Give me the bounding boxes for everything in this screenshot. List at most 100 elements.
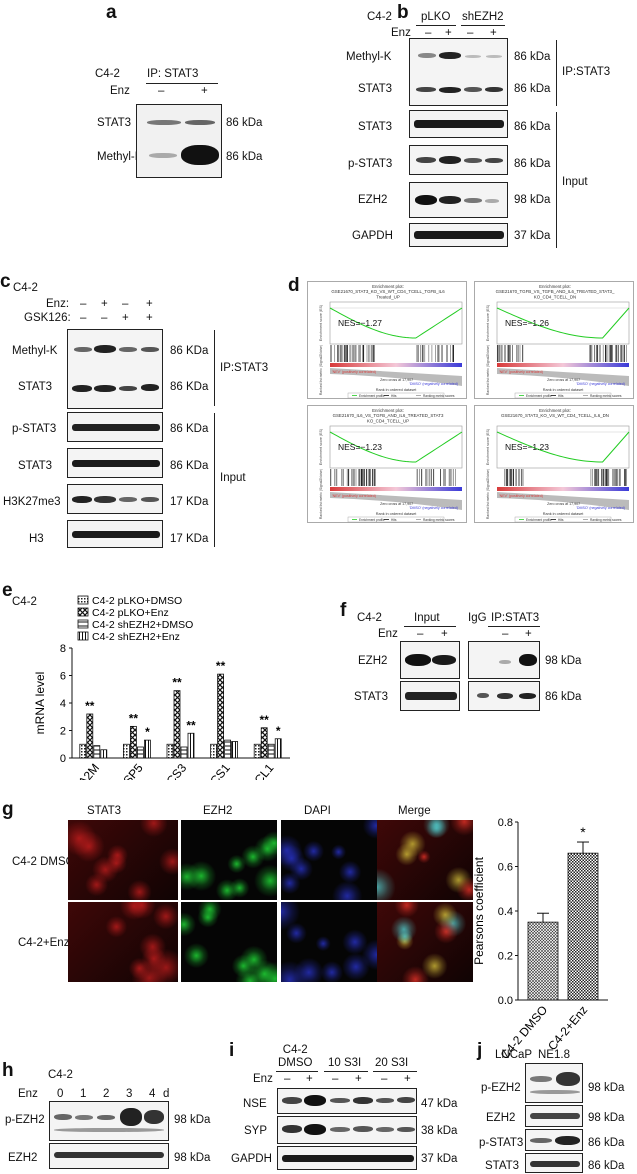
panel-f-ip-label: IP:STAT3 bbox=[491, 612, 540, 624]
gsea-plot: Enrichment plot: GSE21670_IL6_VS_TGFB_AND… bbox=[307, 405, 467, 523]
column-label: EZH2 bbox=[203, 805, 233, 817]
kda-label: 98 kDa bbox=[174, 1114, 211, 1126]
x-axis-label: Rank in ordered dataset bbox=[543, 512, 584, 516]
blot-label: p-STAT3 bbox=[348, 158, 393, 170]
kda-label: 17 KDa bbox=[170, 496, 209, 508]
x-axis-label: Rank in ordered dataset bbox=[376, 512, 417, 516]
panel-j-blot-row bbox=[525, 1129, 583, 1151]
panel-b-group: pLKO bbox=[421, 11, 451, 23]
es-axis-label: Enrichment score (ES) bbox=[319, 305, 323, 341]
gsea-plot: Enrichment plot: GSE21670_TGFB_VS_TGFB_AN… bbox=[474, 281, 634, 399]
sign: + bbox=[146, 312, 153, 324]
legend-box bbox=[514, 392, 612, 399]
day-label: 3 bbox=[126, 1088, 133, 1100]
panel-g-label: g bbox=[2, 799, 14, 820]
ip-label: IP:STAT3 bbox=[562, 66, 611, 78]
kda-label: 17 KDa bbox=[170, 533, 209, 545]
panel-i-label: i bbox=[229, 1040, 235, 1061]
neg-corr-label: 'DMSO' (negatively correlated) bbox=[409, 506, 458, 510]
panel-j-label: j bbox=[477, 1040, 483, 1061]
panel-b-enz-label: Enz bbox=[391, 27, 411, 39]
sign: + bbox=[445, 27, 452, 39]
panel-c-blot-row bbox=[67, 520, 163, 548]
legend-label: Ranking metric scores bbox=[423, 518, 455, 522]
blot-label: STAT3 bbox=[358, 83, 393, 95]
bar bbox=[86, 713, 94, 759]
metric-axis-label: Ranked list metric (Signal2Noise) bbox=[486, 345, 490, 395]
bar bbox=[267, 743, 275, 759]
significance-marker: ** bbox=[172, 676, 182, 690]
x-tick-label: SOCS3 bbox=[152, 761, 189, 780]
bar bbox=[274, 738, 282, 759]
gsea-title-line: Enrichment plot: bbox=[372, 284, 404, 289]
zero-cross-label: Zero cross at 17,907 bbox=[547, 502, 580, 506]
kda-label: 86 kDa bbox=[588, 1137, 625, 1149]
blot-label: p-STAT3 bbox=[479, 1137, 524, 1149]
panel-c-label: c bbox=[0, 271, 11, 292]
nes-label: NES=−1.27 bbox=[338, 318, 382, 328]
legend-box bbox=[347, 392, 445, 399]
legend-label: C4-2 shEZH2+DMSO bbox=[92, 619, 193, 631]
es-frame bbox=[329, 301, 463, 345]
y-tick-label: 8 bbox=[60, 643, 66, 655]
gsea-title-line: Enrichment plot: bbox=[539, 284, 571, 289]
bracket bbox=[556, 40, 557, 106]
panel-h-enz-label: Enz bbox=[18, 1088, 38, 1100]
bar bbox=[100, 749, 108, 759]
kda-label: 86 kDa bbox=[514, 121, 551, 133]
sign: + bbox=[355, 1073, 362, 1085]
group-label: 20 S3I bbox=[375, 1057, 409, 1069]
sign: + bbox=[404, 1073, 411, 1085]
kda-label: 86 kDa bbox=[514, 158, 551, 170]
day-label: 1 bbox=[80, 1088, 87, 1100]
panel-j-blot-row bbox=[525, 1063, 583, 1103]
panel-b-group: shEZH2 bbox=[462, 11, 504, 23]
sign: + bbox=[146, 298, 153, 310]
sign: + bbox=[525, 628, 532, 640]
group-underline bbox=[488, 626, 540, 627]
zero-cross-label: Zero cross at 17,907 bbox=[380, 502, 413, 506]
panel-h-cell-line: C4-2 bbox=[48, 1069, 73, 1081]
kda-label: 86 KDa bbox=[170, 460, 209, 472]
legend-label: Hits bbox=[391, 394, 397, 398]
bar bbox=[129, 725, 137, 759]
significance-marker: * bbox=[145, 725, 150, 739]
kda-label: 86 kDa bbox=[514, 51, 551, 63]
significance-marker: ** bbox=[186, 718, 196, 732]
panel-c-cell-line: C4-2 bbox=[13, 282, 38, 294]
panel-f-input-blot bbox=[400, 641, 460, 679]
blot-label: STAT3 bbox=[97, 117, 132, 129]
neg-corr-label: 'DMSO' (negatively correlated) bbox=[409, 382, 458, 386]
kda-label: 98 kDa bbox=[174, 1152, 211, 1164]
panel-i-blot-row bbox=[277, 1146, 417, 1170]
panel-h-blot-row bbox=[49, 1143, 169, 1169]
enrichment-curve bbox=[496, 307, 630, 339]
panel-a-enz-label: Enz bbox=[110, 85, 130, 97]
blot-label: SYP bbox=[244, 1125, 268, 1137]
pos-corr-label: 'NEV' (positively correlated) bbox=[332, 494, 376, 498]
metric-axis-label: Ranked list metric (Signal2Noise) bbox=[486, 469, 490, 519]
bar bbox=[210, 743, 218, 759]
sign: + bbox=[306, 1073, 313, 1085]
panel-e-cell-line: C4-2 bbox=[12, 596, 37, 608]
y-tick-label: 0.0 bbox=[498, 995, 513, 1007]
panel-b-ip-blot bbox=[409, 38, 508, 106]
group-underline bbox=[324, 1071, 368, 1072]
input-label: Input bbox=[220, 472, 246, 484]
sign: – bbox=[332, 1073, 339, 1085]
sign: – bbox=[417, 628, 424, 640]
kda-label: 86 kDa bbox=[514, 83, 551, 95]
panel-f-input-blot bbox=[400, 681, 460, 711]
ezh2-micrograph bbox=[181, 820, 277, 900]
panel-j-blot-row bbox=[525, 1105, 583, 1127]
bar bbox=[123, 743, 130, 759]
blot-label: STAT3 bbox=[485, 1160, 520, 1172]
y-tick-label: 0.6 bbox=[498, 862, 513, 874]
panel-c-blot-row bbox=[67, 412, 163, 442]
kda-label: 86 kDa bbox=[545, 691, 582, 703]
ezh2-micrograph bbox=[181, 902, 277, 982]
es-axis-label: Enrichment score (ES) bbox=[486, 429, 490, 465]
row-label: C4-2+Enz bbox=[18, 937, 70, 949]
dapi-micrograph bbox=[281, 902, 377, 982]
column-label: DAPI bbox=[304, 805, 331, 817]
